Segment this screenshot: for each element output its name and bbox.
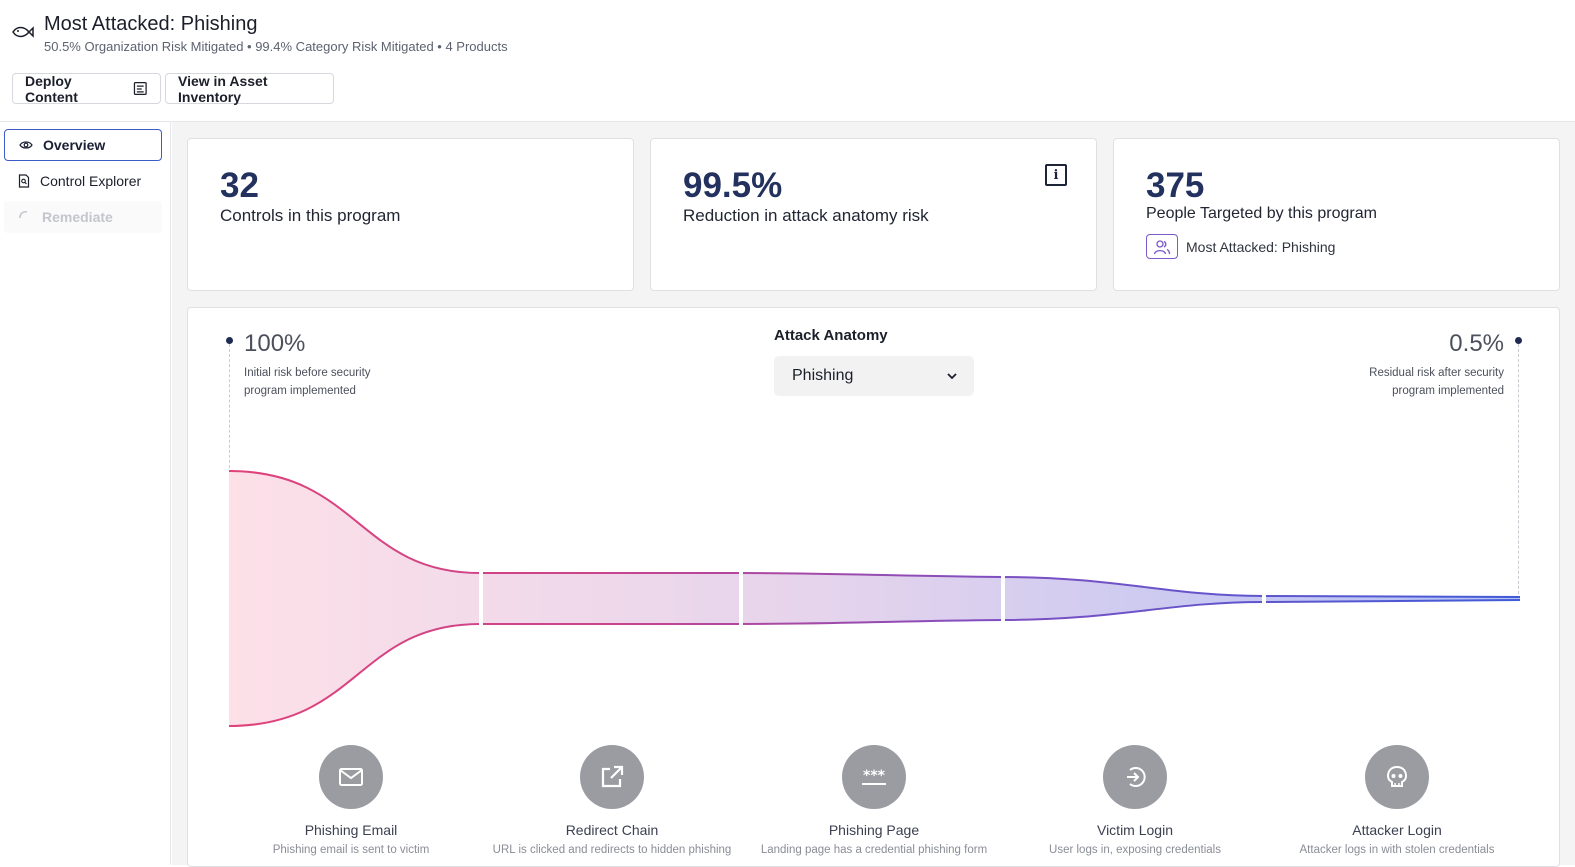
most-attacked-tag: Most Attacked: Phishing: [1146, 234, 1335, 259]
external-link-icon: [580, 745, 644, 809]
page-title: Most Attacked: Phishing: [44, 13, 258, 35]
residual-risk-note: Residual risk after security program imp…: [1369, 367, 1504, 397]
fish-icon: [12, 26, 34, 38]
stage-description: User logs in, exposing credentials: [1049, 844, 1221, 856]
sidebar-item-remediate[interactable]: Remediate: [4, 201, 162, 233]
people-targeted-card: 375 People Targeted by this program Most…: [1113, 138, 1560, 291]
initial-risk-value: 100%: [244, 330, 306, 357]
deploy-content-button[interactable]: Deploy Content: [12, 72, 161, 105]
stage-name: Victim Login: [1096, 822, 1173, 838]
stage-description: Attacker logs in with stolen credentials: [1299, 844, 1495, 856]
password-field-icon: ***: [842, 745, 906, 809]
stage-victim-login[interactable]: Victim Login User logs in, exposing cred…: [1010, 745, 1260, 856]
residual-risk-value: 0.5%: [1449, 330, 1504, 357]
stage-phishing-page[interactable]: *** Phishing Page Landing page has a cre…: [749, 745, 999, 856]
stage-attacker-login[interactable]: Attacker Login Attacker logs in with sto…: [1272, 745, 1522, 856]
chevron-down-icon: [947, 373, 957, 380]
stage-divider: [1001, 563, 1005, 633]
eye-icon: [19, 141, 33, 149]
people-targeted-label: People Targeted by this program: [1146, 205, 1377, 222]
login-icon: [1103, 745, 1167, 809]
risk-reduction-value: 99.5%: [683, 166, 783, 205]
attack-anatomy-label: Attack Anatomy: [774, 327, 888, 344]
risk-reduction-card: 99.5% Reduction in attack anatomy risk i: [650, 138, 1097, 291]
stage-description: Landing page has a credential phishing f…: [760, 844, 988, 856]
info-icon[interactable]: i: [1045, 164, 1067, 186]
stage-divider: [739, 563, 743, 633]
view-asset-inventory-button[interactable]: View in Asset Inventory: [165, 72, 334, 105]
sidebar-item-control-explorer[interactable]: Control Explorer: [4, 165, 162, 197]
people-targeted-count: 375: [1146, 166, 1205, 205]
residual-risk-guide: [1518, 344, 1519, 599]
risk-reduction-label: Reduction in attack anatomy risk: [683, 206, 929, 225]
page-subtitle: 50.5% Organization Risk Mitigated • 99.4…: [44, 39, 508, 54]
attack-anatomy-selected: Phishing: [792, 367, 854, 384]
most-attacked-tag-label: Most Attacked: Phishing: [1186, 238, 1336, 255]
sidebar-item-overview[interactable]: Overview: [4, 129, 162, 161]
controls-count: 32: [220, 166, 259, 205]
envelope-icon: [319, 745, 383, 809]
funnel-top-edge: [228, 470, 1521, 598]
people-icon: [1146, 234, 1178, 259]
stage-divider: [479, 563, 483, 633]
sidebar-item-label: Control Explorer: [40, 173, 142, 189]
stage-name: Redirect Chain: [565, 822, 659, 838]
stage-name: Phishing Email: [304, 822, 398, 838]
risk-funnel-chart: [228, 470, 1521, 727]
attack-anatomy-select[interactable]: Phishing: [774, 356, 974, 396]
stage-description: Phishing email is sent to victim: [272, 844, 430, 856]
attack-anatomy-panel: 100% Initial risk before security progra…: [187, 307, 1560, 867]
stage-redirect-chain[interactable]: Redirect Chain URL is clicked and redire…: [487, 745, 737, 856]
stage-description: URL is clicked and redirects to hidden p…: [492, 844, 732, 856]
svg-text:***: ***: [863, 768, 886, 784]
sidebar-item-label: Remediate: [42, 209, 113, 225]
controls-label: Controls in this program: [220, 206, 401, 225]
view-asset-inventory-label: View in Asset Inventory: [178, 72, 268, 105]
page-header: Most Attacked: Phishing 50.5% Organizati…: [0, 0, 1575, 122]
sidebar-item-label: Overview: [43, 137, 106, 153]
stage-phishing-email[interactable]: Phishing Email Phishing email is sent to…: [226, 745, 476, 856]
sidebar: Overview Control Explorer Remediate: [0, 122, 171, 865]
document-search-icon: [18, 174, 30, 188]
residual-risk-marker: [1515, 337, 1522, 344]
deploy-content-label: Deploy Content: [25, 72, 78, 105]
initial-risk-note: Initial risk before security program imp…: [244, 367, 371, 397]
stage-name: Attacker Login: [1352, 822, 1442, 838]
skull-icon: [1365, 745, 1429, 809]
deploy-icon: [134, 82, 148, 95]
initial-risk-marker: [226, 337, 233, 344]
controls-stat-card: 32 Controls in this program: [187, 138, 634, 291]
stage-divider: [1262, 586, 1266, 610]
funnel-area: [229, 471, 1520, 726]
stage-name: Phishing Page: [828, 822, 920, 838]
loading-spinner-icon: [19, 210, 28, 219]
funnel-bottom-edge: [228, 599, 1521, 727]
